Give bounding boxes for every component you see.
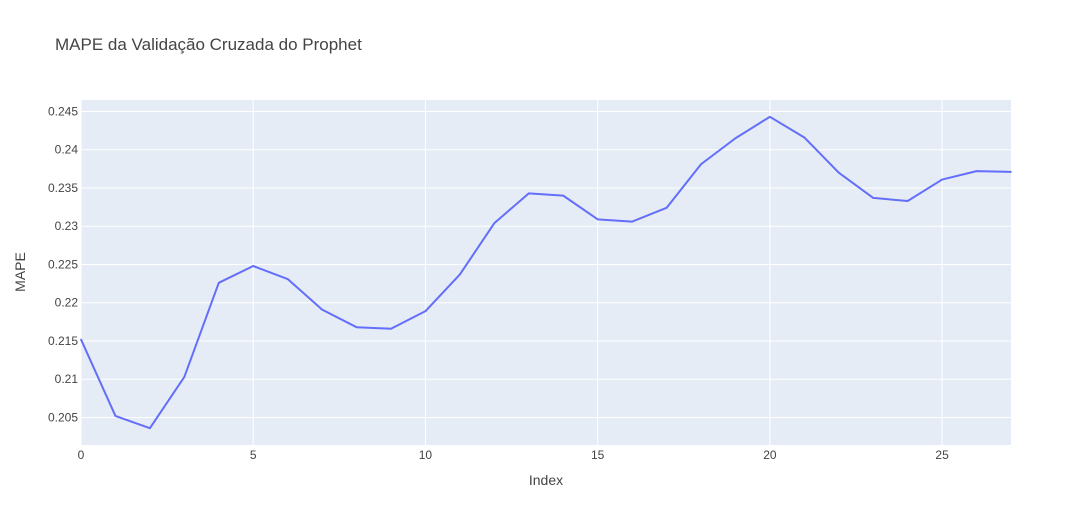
y-tick-label: 0.225 — [48, 257, 78, 271]
y-axis-title: MAPE — [12, 252, 28, 292]
data-point — [700, 163, 702, 166]
chart-title: MAPE da Validação Cruzada do Prophet — [55, 35, 362, 54]
data-point — [596, 218, 599, 221]
data-point — [941, 178, 943, 181]
grid-lines — [80, 100, 1011, 445]
x-axis-ticks: 0 5 10 15 20 25 — [78, 448, 949, 462]
x-tick-label: 5 — [250, 448, 257, 462]
data-point — [114, 415, 117, 417]
data-point — [149, 427, 151, 429]
data-point — [527, 192, 530, 195]
y-tick-label: 0.245 — [48, 104, 78, 118]
x-tick-label: 10 — [419, 448, 433, 462]
series-line — [80, 115, 1012, 430]
data-point — [286, 278, 289, 280]
data-point — [1010, 171, 1012, 173]
data-point — [803, 136, 806, 139]
x-tick-label: 0 — [78, 448, 85, 462]
data-point — [562, 194, 565, 197]
data-point — [975, 170, 978, 172]
data-point — [459, 273, 461, 276]
y-tick-label: 0.205 — [48, 410, 78, 424]
x-tick-label: 25 — [935, 448, 949, 462]
y-tick-label: 0.23 — [55, 219, 79, 233]
data-point — [665, 207, 668, 209]
data-point — [424, 310, 427, 312]
data-point — [734, 137, 737, 140]
y-tick-label: 0.22 — [55, 296, 79, 310]
data-point — [872, 197, 875, 199]
data-point — [252, 265, 255, 267]
y-tick-label: 0.24 — [55, 143, 79, 157]
data-point — [837, 171, 840, 174]
y-tick-label: 0.215 — [48, 334, 78, 348]
data-point — [631, 220, 633, 223]
x-axis-title: Index — [529, 472, 563, 488]
data-point — [906, 200, 909, 202]
series-layer — [80, 115, 1012, 430]
data-point — [183, 376, 186, 378]
y-tick-label: 0.21 — [55, 372, 79, 386]
data-point — [321, 308, 323, 311]
x-tick-label: 20 — [763, 448, 777, 462]
data-point — [80, 338, 82, 341]
y-tick-label: 0.235 — [48, 181, 78, 195]
data-point — [390, 327, 392, 330]
x-tick-label: 15 — [591, 448, 605, 462]
data-point — [355, 326, 358, 328]
data-point — [769, 116, 771, 118]
data-point — [217, 282, 220, 284]
plot-area — [81, 100, 1011, 445]
data-point — [493, 222, 496, 224]
y-axis-ticks: 0.205 0.21 0.215 0.22 0.225 0.23 0.235 0.24 0.24… — [48, 104, 78, 424]
